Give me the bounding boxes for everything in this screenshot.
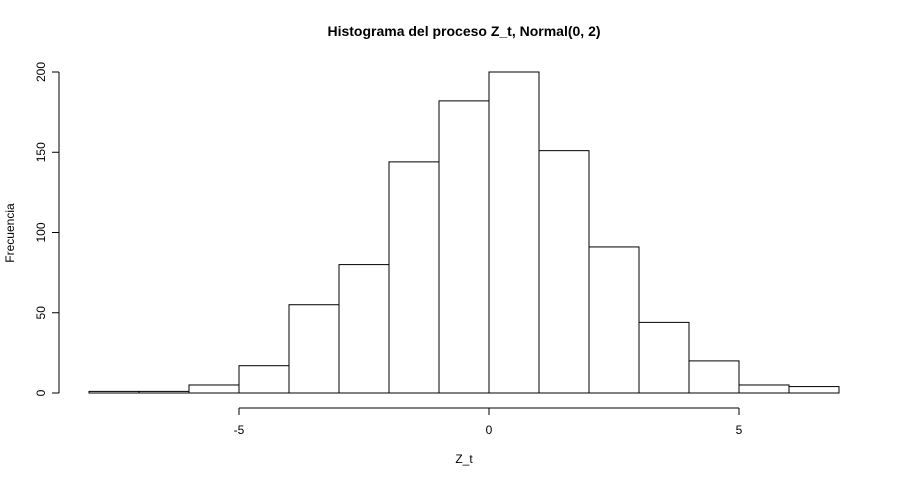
histogram-bar-6: [338, 264, 390, 394]
y-tick-label-1: 0: [34, 389, 48, 396]
histogram-bar-13: [688, 360, 740, 394]
histogram-bar-12: [638, 321, 690, 394]
x-tick-label-2: 0: [486, 423, 493, 437]
histogram-bar-3: [188, 384, 240, 394]
histogram-bar-14: [738, 384, 790, 394]
chart-title: Histograma del proceso Z_t, Normal(0, 2): [327, 23, 600, 39]
histogram-bar-4: [238, 365, 290, 394]
histogram-bar-15: [788, 386, 840, 394]
histogram-bar-10: [538, 150, 590, 394]
y-tick-label-2: 50: [34, 306, 48, 320]
y-axis: 0 50 100 150 200: [34, 62, 60, 396]
histogram-bars: [88, 71, 840, 394]
x-axis-label: Z_t: [455, 452, 473, 466]
histogram-bar-9: [488, 71, 540, 394]
histogram-bar-1: [88, 390, 140, 394]
histogram-bar-7: [388, 161, 440, 394]
x-tick-label-3: 5: [736, 423, 743, 437]
x-tick-label-1: -5: [234, 423, 245, 437]
x-axis: -5 0 5: [234, 407, 743, 437]
y-axis-label: Frecuencia: [3, 203, 17, 263]
histogram-bar-5: [288, 304, 340, 394]
histogram-bar-11: [588, 246, 640, 394]
histogram-bar-2: [138, 390, 190, 394]
y-tick-label-5: 200: [34, 62, 48, 82]
histogram-bar-8: [438, 100, 490, 394]
y-tick-label-4: 150: [34, 142, 48, 162]
y-tick-label-3: 100: [34, 222, 48, 242]
